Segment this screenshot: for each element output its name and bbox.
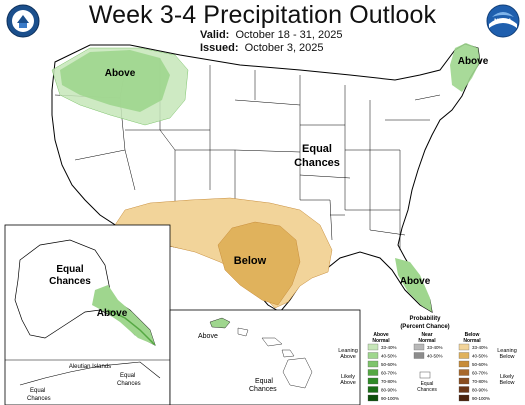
legend-near-header-1: Near — [421, 332, 432, 338]
legend-leaning-below-1: Leaning — [497, 348, 517, 354]
legend-below-level-4: 70-80% — [472, 379, 488, 384]
label-florida: Above — [400, 276, 431, 287]
legend-above-level-6: 90-100% — [381, 396, 399, 401]
legend-below-level-1: 40-50% — [472, 354, 488, 359]
florida-above — [395, 258, 432, 312]
legend: Probability (Percent Chance) Above Norma… — [338, 316, 517, 402]
legend-below-level-0: 33-40% — [472, 345, 488, 350]
legend-below-level-3: 60-70% — [472, 371, 488, 376]
legend-below-swatches: 33-40% 40-50% 50-60% 60-70% 70-80% 80-90% 90-1… — [458, 343, 490, 402]
legend-above-header-1: Above — [373, 332, 389, 338]
label-south: Below — [234, 255, 267, 267]
legend-ec-1: Equal — [421, 381, 434, 387]
label-aleutian-ec2-b: Chances — [27, 396, 51, 402]
label-equal-2: Chances — [294, 157, 340, 169]
legend-title-1: Probability — [409, 316, 441, 322]
legend-below-level-2: 50-60% — [472, 362, 488, 367]
legend-ec-swatch — [419, 371, 431, 379]
legend-leaning-above-1: Leaning — [338, 348, 358, 354]
legend-above-level-0: 33-40% — [381, 345, 397, 350]
legend-likely-below-2: Below — [500, 380, 515, 386]
legend-below-swatch-4 — [458, 377, 470, 385]
legend-below-header-2: Normal — [463, 338, 481, 344]
label-aleutian-islands: Aleutian Islands — [69, 364, 111, 370]
hawaii-kauai — [209, 317, 231, 329]
legend-above-level-1: 40-50% — [381, 354, 397, 359]
legend-above-swatch-5 — [367, 386, 379, 393]
legend-below-header-1: Below — [465, 332, 480, 338]
legend-above-swatches: 33-40% 40-50% 50-60% 60-70% 70-80% 80-90% 90-1… — [367, 343, 399, 402]
label-hawaii-ec-b: Chances — [249, 386, 277, 393]
label-hawaii-above: Above — [198, 333, 218, 340]
legend-near-level-0: 33-40% — [427, 345, 443, 350]
map-title: Week 3-4 Precipitation Outlook — [88, 1, 437, 29]
legend-below-swatch-3 — [458, 369, 470, 376]
legend-above-level-5: 80-90% — [381, 388, 397, 393]
label-alaska-above: Above — [97, 308, 128, 319]
valid-line: Valid: October 18 - 31, 2025 — [200, 29, 342, 41]
label-alaska-equal-1: Equal — [56, 264, 83, 275]
label-northwest: Above — [105, 68, 136, 79]
legend-title-2: (Percent Chance) — [400, 324, 449, 330]
northwest-above-dark — [60, 50, 170, 112]
legend-above-swatch-1 — [367, 352, 379, 359]
legend-leaning-below-2: Below — [500, 354, 515, 360]
hawaii-molokai — [261, 337, 283, 347]
legend-near-swatches: 33-40% 40-50% — [413, 343, 443, 359]
label-aleutian-ec2-a: Equal — [30, 388, 45, 394]
aleutian-chain — [19, 361, 161, 386]
doc-logo-icon — [6, 4, 40, 38]
legend-above-swatch-6 — [367, 394, 379, 402]
legend-below-swatch-5 — [458, 386, 470, 393]
legend-likely-above-2: Above — [340, 380, 356, 386]
legend-near-swatch-1 — [413, 352, 425, 359]
label-aleutian-ec1-b: Chances — [117, 381, 141, 387]
legend-below-level-5: 80-90% — [472, 388, 488, 393]
legend-near-header-2: Normal — [418, 338, 436, 344]
hawaii-oahu — [237, 327, 249, 337]
legend-above-swatch-0 — [367, 343, 379, 351]
legend-below-swatch-0 — [458, 343, 470, 351]
south-below-dark — [217, 221, 301, 306]
label-equal-1: Equal — [302, 143, 332, 155]
alaska-panhandle — [107, 309, 156, 346]
legend-ec-2: Chances — [417, 387, 437, 393]
label-hawaii-ec-a: Equal — [255, 378, 273, 385]
label-alaska-equal-2: Chances — [49, 276, 91, 287]
svg-text:NOAA: NOAA — [494, 19, 512, 25]
valid-dates: October 18 - 31, 2025 — [235, 29, 343, 41]
legend-likely-above-1: Likely — [341, 374, 355, 380]
legend-near-swatch-0 — [413, 343, 425, 351]
legend-above-level-2: 50-60% — [381, 362, 397, 367]
legend-above-swatch-4 — [367, 377, 379, 385]
legend-above-level-4: 70-80% — [381, 379, 397, 384]
hawaii-maui — [281, 349, 295, 358]
legend-leaning-above-2: Above — [340, 354, 356, 360]
legend-likely-below-1: Likely — [500, 374, 514, 380]
northeast-above — [450, 43, 480, 92]
legend-below-swatch-1 — [458, 352, 470, 359]
noaa-logo-icon: NOAA — [486, 4, 520, 38]
hawaii-big-island — [282, 357, 313, 389]
valid-label: Valid: — [200, 29, 230, 41]
legend-above-swatch-2 — [367, 360, 379, 368]
issued-line: Issued: October 3, 2025 — [200, 42, 324, 54]
issued-date: October 3, 2025 — [244, 42, 324, 54]
legend-below-swatch-2 — [458, 360, 470, 368]
legend-below-swatch-6 — [458, 394, 470, 402]
label-northeast: Above — [458, 56, 489, 67]
legend-above-level-3: 60-70% — [381, 371, 397, 376]
legend-above-swatch-3 — [367, 369, 379, 376]
legend-below-level-6: 90-100% — [472, 396, 490, 401]
label-aleutian-ec1-a: Equal — [120, 373, 135, 379]
legend-above-header-2: Normal — [372, 338, 390, 344]
hawaii-inset-frame — [169, 309, 361, 405]
issued-label: Issued: — [200, 42, 239, 54]
legend-near-level-1: 40-50% — [427, 354, 443, 359]
